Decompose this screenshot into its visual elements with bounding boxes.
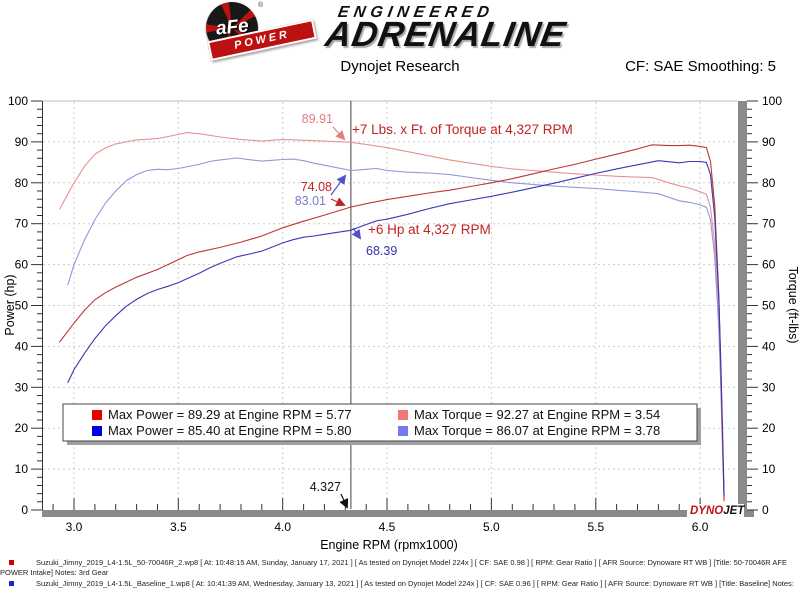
annotation-torque-gain: +7 Lbs. x Ft. of Torque at 4,327 RPM bbox=[352, 122, 573, 137]
legend-swatch-max-power-afe bbox=[92, 410, 102, 420]
annotations: 89.91 +7 Lbs. x Ft. of Torque at 4,327 R… bbox=[295, 112, 573, 509]
svg-text:3.0: 3.0 bbox=[66, 520, 83, 534]
svg-text:90: 90 bbox=[762, 135, 776, 149]
legend-label-max-torque-afe: Max Torque = 92.27 at Engine RPM = 3.54 bbox=[414, 407, 660, 422]
x-axis-title: Engine RPM (rpmx1000) bbox=[320, 538, 458, 552]
legend-swatch-max-torque-baseline bbox=[398, 426, 408, 436]
svg-text:100: 100 bbox=[762, 94, 782, 108]
svg-text:10: 10 bbox=[15, 462, 29, 476]
axis-tick-labels: 3.0 3.5 4.0 4.5 5.0 5.5 6.0 0 0 10 10 20 20 30 30 40 40 5… bbox=[8, 94, 782, 534]
smoothing-label: CF: SAE Smoothing: 5 bbox=[625, 58, 776, 75]
axis-ticks bbox=[31, 100, 758, 511]
svg-text:40: 40 bbox=[762, 339, 776, 353]
dynojet-watermark-bg bbox=[687, 504, 744, 517]
chart-title: Dynojet Research bbox=[340, 58, 460, 75]
svg-text:20: 20 bbox=[762, 421, 776, 435]
footnote-baseline-run: Suzuki_Jimny_2019_L4-1.5L_Baseline_1.wp8… bbox=[36, 579, 794, 588]
curve-1 bbox=[67, 157, 725, 498]
svg-text:0: 0 bbox=[762, 503, 769, 517]
svg-text:4.0: 4.0 bbox=[274, 520, 291, 534]
annotation-afe-torque-value: 89.91 bbox=[302, 112, 333, 126]
title-bar: Dynojet Research CF: SAE Smoothing: 5 bbox=[0, 58, 800, 78]
legend-swatch-max-torque-afe bbox=[398, 410, 408, 420]
svg-text:70: 70 bbox=[15, 217, 29, 231]
svg-text:50: 50 bbox=[762, 299, 776, 313]
svg-text:90: 90 bbox=[15, 135, 29, 149]
dynojet-jet: JET bbox=[723, 505, 745, 517]
legend-label-max-torque-baseline: Max Torque = 86.07 at Engine RPM = 3.78 bbox=[414, 423, 660, 438]
svg-text:40: 40 bbox=[15, 339, 29, 353]
svg-text:100: 100 bbox=[8, 94, 28, 108]
footnote-afe-run: Suzuki_Jimny_2019_L4-1.5L_50-70046R_2.wp… bbox=[0, 558, 787, 577]
grid-lines bbox=[43, 102, 738, 510]
curve-3 bbox=[67, 160, 725, 496]
svg-text:60: 60 bbox=[762, 258, 776, 272]
data-curves bbox=[58, 132, 725, 502]
svg-text:20: 20 bbox=[15, 421, 29, 435]
annotation-afe-power-value: 74.08 bbox=[301, 180, 332, 194]
annotation-base-torque-value: 83.01 bbox=[295, 194, 326, 208]
legend-label-max-power-afe: Max Power = 89.29 at Engine RPM = 5.77 bbox=[108, 407, 352, 422]
annotation-arrow-base-power bbox=[351, 227, 362, 240]
svg-text:50: 50 bbox=[15, 299, 29, 313]
annotation-arrow-afe-torque bbox=[332, 126, 346, 141]
annotation-arrow-afe-power bbox=[330, 197, 346, 207]
cursor-rpm-label: 4.327 bbox=[310, 480, 341, 494]
footnote-bullet-baseline bbox=[9, 581, 14, 586]
dynojet-dyno: DYNO bbox=[690, 505, 723, 517]
svg-text:30: 30 bbox=[762, 380, 776, 394]
left-axis-title: Power (hp) bbox=[3, 274, 17, 335]
svg-text:6.0: 6.0 bbox=[692, 520, 709, 534]
svg-text:0: 0 bbox=[21, 503, 28, 517]
svg-text:80: 80 bbox=[762, 176, 776, 190]
registered-mark: ® bbox=[258, 2, 264, 9]
annotation-base-power-value: 68.39 bbox=[366, 244, 397, 258]
svg-text:60: 60 bbox=[15, 258, 29, 272]
curve-0 bbox=[58, 132, 725, 502]
legend-swatch-max-power-baseline bbox=[92, 426, 102, 436]
right-axis-bar bbox=[738, 101, 747, 517]
svg-text:3.5: 3.5 bbox=[170, 520, 187, 534]
legend-background bbox=[62, 403, 698, 442]
svg-text:5.5: 5.5 bbox=[587, 520, 604, 534]
svg-text:5.0: 5.0 bbox=[483, 520, 500, 534]
svg-text:70: 70 bbox=[762, 217, 776, 231]
legend-label-max-power-baseline: Max Power = 85.40 at Engine RPM = 5.80 bbox=[108, 423, 352, 438]
svg-text:30: 30 bbox=[15, 380, 29, 394]
svg-text:10: 10 bbox=[762, 462, 776, 476]
annotation-power-gain: +6 Hp at 4,327 RPM bbox=[368, 222, 491, 237]
svg-text:4.5: 4.5 bbox=[379, 520, 396, 534]
curve-2 bbox=[58, 144, 725, 501]
dynojet-watermark-text: DYNOJET bbox=[690, 505, 745, 517]
svg-text:80: 80 bbox=[15, 176, 29, 190]
cursor-label-arrow bbox=[339, 493, 349, 509]
annotation-arrow-base-torque bbox=[330, 174, 347, 196]
legend-box: Max Power = 89.29 at Engine RPM = 5.77 M… bbox=[62, 403, 701, 445]
right-axis-title: Torque (ft-lbs) bbox=[786, 266, 800, 343]
dynojet-watermark: DYNOJET bbox=[687, 504, 745, 517]
footnote-bullet-afe bbox=[9, 560, 14, 565]
x-axis-bar bbox=[42, 510, 754, 517]
